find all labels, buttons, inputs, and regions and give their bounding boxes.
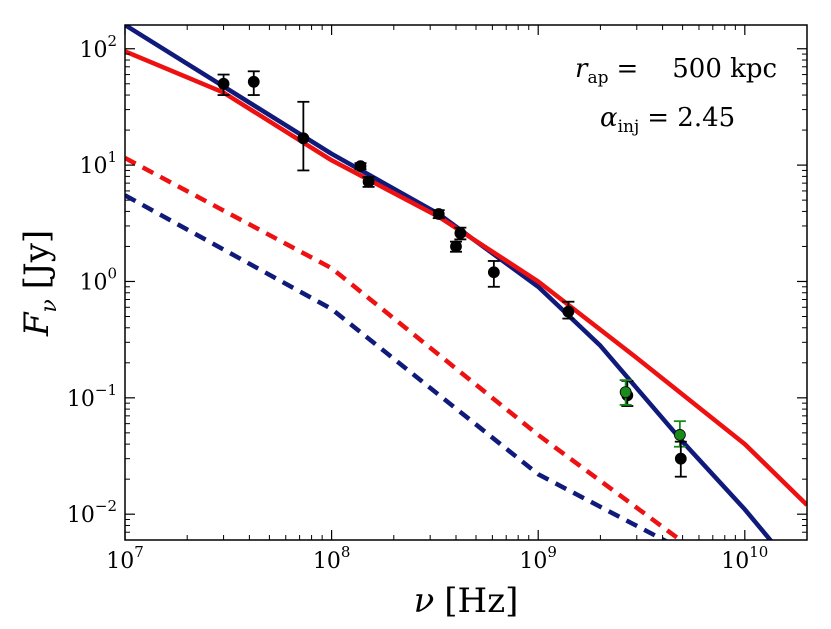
y-tick-label: 10−2: [67, 497, 117, 528]
data-point: [619, 386, 632, 399]
data-points-layer: [217, 70, 687, 478]
x-axis-label: ν [Hz]: [414, 581, 519, 621]
y-axis-label: Fν[Jy]: [17, 230, 62, 337]
data-point: [217, 77, 230, 90]
data-point: [354, 160, 367, 173]
data-point: [673, 429, 686, 441]
data-point: [450, 240, 462, 253]
data-point: [432, 208, 445, 220]
data-point: [487, 266, 500, 279]
y-tick-label: 102: [79, 32, 117, 63]
tick-labels-layer: 107 108 109 1010 10−2 10−1 100 101 102: [67, 32, 768, 574]
ticks-layer: [124, 25, 807, 540]
plot-frame: [124, 24, 808, 541]
annotation-alpha-inj: αinj = 2.45: [600, 103, 735, 137]
y-tick-label: 101: [79, 148, 117, 179]
y-tick-label: 100: [79, 264, 117, 295]
x-tick-label: 108: [313, 543, 351, 574]
x-tick-label: 109: [519, 543, 557, 574]
x-tick-label: 107: [106, 543, 144, 574]
annotation-r-ap: rap = 500 kpc: [575, 54, 777, 88]
data-point: [247, 75, 260, 88]
series-line-blue-dashed: [125, 193, 669, 540]
data-point: [674, 452, 687, 465]
data-point: [454, 227, 467, 240]
data-point: [362, 175, 375, 188]
y-tick-label: 10−1: [67, 381, 117, 412]
series-line-red-solid: [125, 49, 807, 507]
data-point: [562, 305, 575, 318]
x-tick-label: 1010: [721, 543, 768, 574]
series-line-red-dashed: [125, 156, 684, 540]
data-point: [297, 132, 310, 145]
